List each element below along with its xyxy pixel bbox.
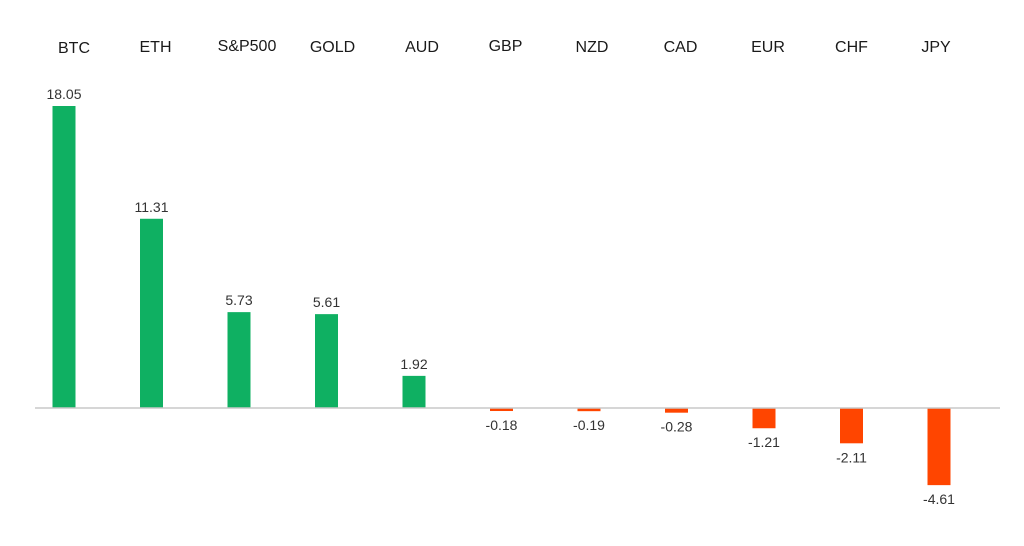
bar-gold [315, 314, 338, 408]
category-labels: BTC ETH S&P500 GOLD AUD GBP NZD CAD EUR CHF JPY [58, 38, 951, 57]
bar-gbp [490, 408, 513, 412]
category-label: S&P500 [218, 38, 277, 55]
value-label: -0.19 [573, 417, 605, 433]
category-label: JPY [921, 39, 951, 56]
bar-aud [402, 375, 426, 408]
category-label: GOLD [310, 39, 355, 56]
bars [52, 106, 951, 486]
bar-nzd [577, 408, 601, 412]
category-label: CAD [664, 39, 698, 56]
value-label: -1.21 [748, 434, 780, 450]
category-label: NZD [576, 39, 609, 56]
value-label: 18.05 [46, 86, 81, 102]
value-label: -4.61 [923, 491, 955, 507]
category-label: EUR [751, 39, 785, 56]
value-labels: 18.05 11.31 5.73 5.61 1.92 -0.18 -0.19 -0.28 -1.… [46, 86, 955, 507]
category-label: BTC [58, 40, 90, 57]
bar-eur [752, 408, 776, 429]
value-label: -0.28 [661, 419, 693, 435]
category-label: AUD [405, 39, 439, 56]
bar-jpy [927, 408, 951, 486]
value-label: -0.18 [486, 417, 518, 433]
bar-chf [840, 408, 863, 444]
category-label: ETH [140, 39, 172, 56]
bar-btc [52, 106, 76, 408]
bar-sp500 [227, 312, 251, 408]
category-label: CHF [835, 39, 868, 56]
bar-cad [665, 408, 688, 413]
value-label: 5.73 [225, 292, 252, 308]
value-label: -2.11 [836, 449, 867, 465]
value-label: 1.92 [400, 356, 427, 372]
value-label: 5.61 [313, 294, 340, 310]
value-label: 11.31 [135, 199, 169, 215]
category-label: GBP [489, 38, 523, 55]
bar-eth [140, 218, 163, 408]
